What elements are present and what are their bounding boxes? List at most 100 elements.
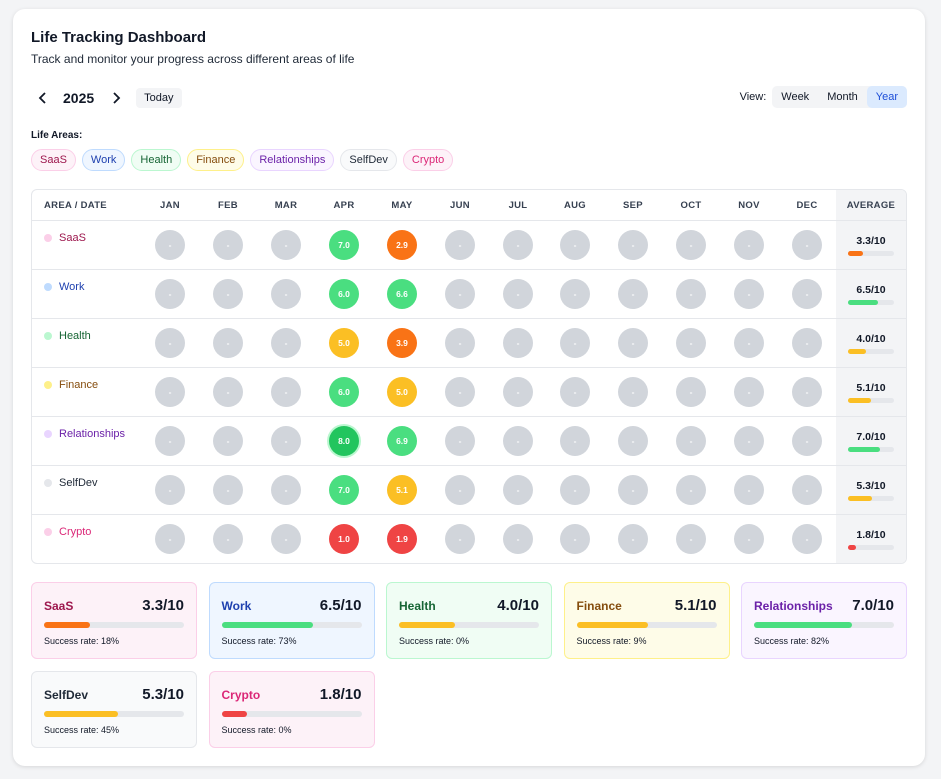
summary-card-health[interactable]: Health 4.0/10 Success rate: 0%	[386, 582, 552, 659]
summary-card-saas[interactable]: SaaS 3.3/10 Success rate: 18%	[31, 582, 197, 659]
score-cell-saas-may[interactable]: 2.9	[387, 230, 417, 260]
score-cell-work-dec[interactable]: -	[792, 279, 822, 309]
score-cell-health-mar[interactable]: -	[271, 328, 301, 358]
score-cell-relationships-sep[interactable]: -	[618, 426, 648, 456]
score-cell-finance-jan[interactable]: -	[155, 377, 185, 407]
score-cell-relationships-mar[interactable]: -	[271, 426, 301, 456]
score-cell-work-jan[interactable]: -	[155, 279, 185, 309]
score-cell-crypto-mar[interactable]: -	[271, 524, 301, 554]
score-cell-saas-mar[interactable]: -	[271, 230, 301, 260]
score-cell-crypto-jul[interactable]: -	[503, 524, 533, 554]
score-cell-finance-may[interactable]: 5.0	[387, 377, 417, 407]
score-cell-relationships-apr[interactable]: 8.0	[329, 426, 359, 456]
score-cell-selfdev-jun[interactable]: -	[445, 475, 475, 505]
score-cell-health-apr[interactable]: 5.0	[329, 328, 359, 358]
score-cell-saas-jul[interactable]: -	[503, 230, 533, 260]
score-cell-crypto-nov[interactable]: -	[734, 524, 764, 554]
score-cell-saas-sep[interactable]: -	[618, 230, 648, 260]
summary-card-crypto[interactable]: Crypto 1.8/10 Success rate: 0%	[208, 671, 375, 748]
score-cell-finance-feb[interactable]: -	[213, 377, 243, 407]
score-cell-saas-jan[interactable]: -	[155, 230, 185, 260]
score-cell-work-mar[interactable]: -	[271, 279, 301, 309]
area-chip-health[interactable]: Health	[131, 149, 182, 171]
score-cell-relationships-may[interactable]: 6.9	[387, 426, 417, 456]
score-cell-finance-sep[interactable]: -	[618, 377, 648, 407]
score-cell-crypto-sep[interactable]: -	[618, 524, 648, 554]
score-cell-selfdev-apr[interactable]: 7.0	[329, 475, 359, 505]
score-cell-crypto-aug[interactable]: -	[560, 524, 590, 554]
score-cell-finance-mar[interactable]: -	[271, 377, 301, 407]
score-cell-selfdev-aug[interactable]: -	[560, 475, 590, 505]
score-cell-relationships-feb[interactable]: -	[213, 426, 243, 456]
score-cell-relationships-aug[interactable]: -	[560, 426, 590, 456]
score-cell-work-jul[interactable]: -	[503, 279, 533, 309]
score-cell-finance-jun[interactable]: -	[445, 377, 475, 407]
score-cell-relationships-dec[interactable]: -	[792, 426, 822, 456]
score-cell-saas-feb[interactable]: -	[213, 230, 243, 260]
score-cell-finance-apr[interactable]: 6.0	[329, 377, 359, 407]
today-button[interactable]: Today	[136, 88, 182, 108]
area-chip-crypto[interactable]: Crypto	[402, 149, 454, 171]
summary-card-selfdev[interactable]: SelfDev 5.3/10 Success rate: 45%	[31, 671, 197, 748]
area-chip-relationships[interactable]: Relationships	[250, 149, 335, 171]
score-cell-selfdev-nov[interactable]: -	[734, 475, 764, 505]
score-cell-health-jan[interactable]: -	[155, 328, 185, 358]
score-cell-work-nov[interactable]: -	[734, 279, 764, 309]
area-chip-work[interactable]: Work	[81, 149, 126, 171]
previous-year-button[interactable]	[31, 87, 55, 109]
score-cell-relationships-nov[interactable]: -	[734, 426, 764, 456]
score-cell-health-may[interactable]: 3.9	[387, 328, 417, 358]
view-month-button[interactable]: Month	[827, 91, 858, 103]
score-cell-saas-apr[interactable]: 7.0	[329, 230, 359, 260]
score-cell-saas-nov[interactable]: -	[734, 230, 764, 260]
area-chip-saas[interactable]: SaaS	[31, 149, 76, 171]
score-cell-selfdev-jan[interactable]: -	[155, 475, 185, 505]
score-cell-work-may[interactable]: 6.6	[387, 279, 417, 309]
score-cell-selfdev-dec[interactable]: -	[792, 475, 822, 505]
score-cell-work-sep[interactable]: -	[618, 279, 648, 309]
score-cell-work-feb[interactable]: -	[213, 279, 243, 309]
score-cell-work-aug[interactable]: -	[560, 279, 590, 309]
score-cell-finance-dec[interactable]: -	[792, 377, 822, 407]
score-cell-selfdev-feb[interactable]: -	[213, 475, 243, 505]
score-cell-crypto-feb[interactable]: -	[213, 524, 243, 554]
summary-card-finance[interactable]: Finance 5.1/10 Success rate: 9%	[563, 582, 730, 659]
score-cell-health-jul[interactable]: -	[503, 328, 533, 358]
score-cell-health-sep[interactable]: -	[618, 328, 648, 358]
score-cell-crypto-dec[interactable]: -	[792, 524, 822, 554]
score-cell-selfdev-may[interactable]: 5.1	[387, 475, 417, 505]
score-cell-crypto-apr[interactable]: 1.0	[329, 524, 359, 554]
score-cell-crypto-jun[interactable]: -	[445, 524, 475, 554]
score-cell-health-aug[interactable]: -	[560, 328, 590, 358]
score-cell-work-jun[interactable]: -	[445, 279, 475, 309]
score-cell-finance-aug[interactable]: -	[560, 377, 590, 407]
score-cell-relationships-jul[interactable]: -	[503, 426, 533, 456]
score-cell-crypto-may[interactable]: 1.9	[387, 524, 417, 554]
score-cell-saas-aug[interactable]: -	[560, 230, 590, 260]
area-chip-selfdev[interactable]: SelfDev	[340, 149, 397, 171]
score-cell-selfdev-mar[interactable]: -	[271, 475, 301, 505]
score-cell-finance-jul[interactable]: -	[503, 377, 533, 407]
score-cell-saas-dec[interactable]: -	[792, 230, 822, 260]
next-year-button[interactable]	[104, 87, 128, 109]
summary-card-relationships[interactable]: Relationships 7.0/10 Success rate: 82%	[741, 582, 907, 659]
score-cell-work-apr[interactable]: 6.0	[329, 279, 359, 309]
score-cell-work-oct[interactable]: -	[676, 279, 706, 309]
score-cell-saas-oct[interactable]: -	[676, 230, 706, 260]
score-cell-health-oct[interactable]: -	[676, 328, 706, 358]
score-cell-health-jun[interactable]: -	[445, 328, 475, 358]
summary-card-work[interactable]: Work 6.5/10 Success rate: 73%	[208, 582, 375, 659]
score-cell-selfdev-oct[interactable]: -	[676, 475, 706, 505]
score-cell-selfdev-sep[interactable]: -	[618, 475, 648, 505]
score-cell-saas-jun[interactable]: -	[445, 230, 475, 260]
score-cell-selfdev-jul[interactable]: -	[503, 475, 533, 505]
area-chip-finance[interactable]: Finance	[187, 149, 245, 171]
score-cell-health-feb[interactable]: -	[213, 328, 243, 358]
score-cell-relationships-jun[interactable]: -	[445, 426, 475, 456]
score-cell-relationships-jan[interactable]: -	[155, 426, 185, 456]
score-cell-health-nov[interactable]: -	[734, 328, 764, 358]
view-year-button[interactable]: Year	[866, 86, 907, 108]
score-cell-health-dec[interactable]: -	[792, 328, 822, 358]
score-cell-finance-oct[interactable]: -	[676, 377, 706, 407]
score-cell-crypto-jan[interactable]: -	[155, 524, 185, 554]
